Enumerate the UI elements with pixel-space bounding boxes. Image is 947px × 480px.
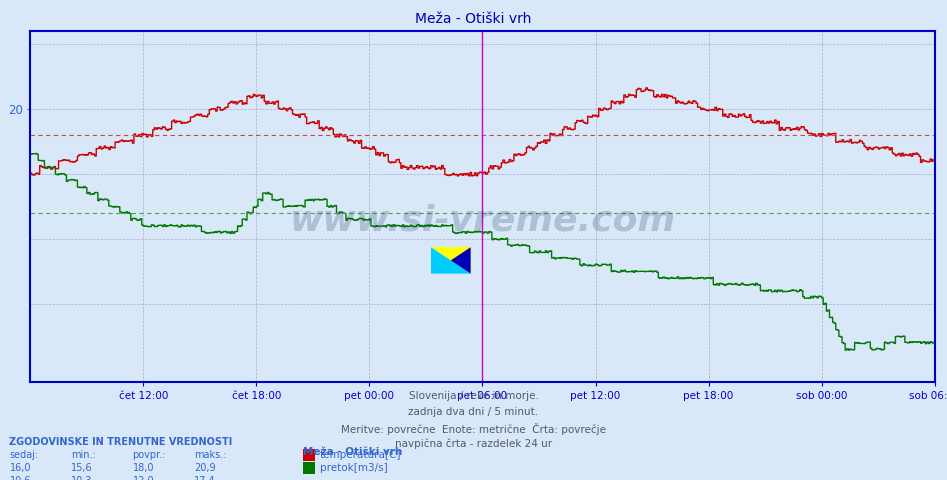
Polygon shape <box>431 247 471 274</box>
Text: ZGODOVINSKE IN TRENUTNE VREDNOSTI: ZGODOVINSKE IN TRENUTNE VREDNOSTI <box>9 437 233 447</box>
Polygon shape <box>451 247 471 274</box>
Text: Meža - Otiški vrh: Meža - Otiški vrh <box>303 447 402 457</box>
Text: sedaj:: sedaj: <box>9 450 39 460</box>
Text: 16,0: 16,0 <box>9 463 31 473</box>
Polygon shape <box>431 247 471 274</box>
Text: min.:: min.: <box>71 450 96 460</box>
Text: Slovenija / reke in morje.: Slovenija / reke in morje. <box>408 391 539 401</box>
Text: 20,9: 20,9 <box>194 463 216 473</box>
Text: Meritve: povrečne  Enote: metrične  Črta: povrečje: Meritve: povrečne Enote: metrične Črta: … <box>341 423 606 435</box>
Text: maks.:: maks.: <box>194 450 226 460</box>
Text: 17,4: 17,4 <box>194 476 216 480</box>
Text: temperatura[C]: temperatura[C] <box>320 450 402 460</box>
Text: zadnja dva dni / 5 minut.: zadnja dva dni / 5 minut. <box>408 407 539 417</box>
Text: 18,0: 18,0 <box>133 463 154 473</box>
Text: 15,6: 15,6 <box>71 463 93 473</box>
Text: 10,3: 10,3 <box>71 476 93 480</box>
Text: pretok[m3/s]: pretok[m3/s] <box>320 463 388 473</box>
Text: 12,0: 12,0 <box>133 476 154 480</box>
Text: povpr.:: povpr.: <box>133 450 166 460</box>
Text: www.si-vreme.com: www.si-vreme.com <box>290 204 675 238</box>
Text: navpična črta - razdelek 24 ur: navpična črta - razdelek 24 ur <box>395 439 552 449</box>
Text: 10,6: 10,6 <box>9 476 31 480</box>
Text: Meža - Otiški vrh: Meža - Otiški vrh <box>416 12 531 26</box>
